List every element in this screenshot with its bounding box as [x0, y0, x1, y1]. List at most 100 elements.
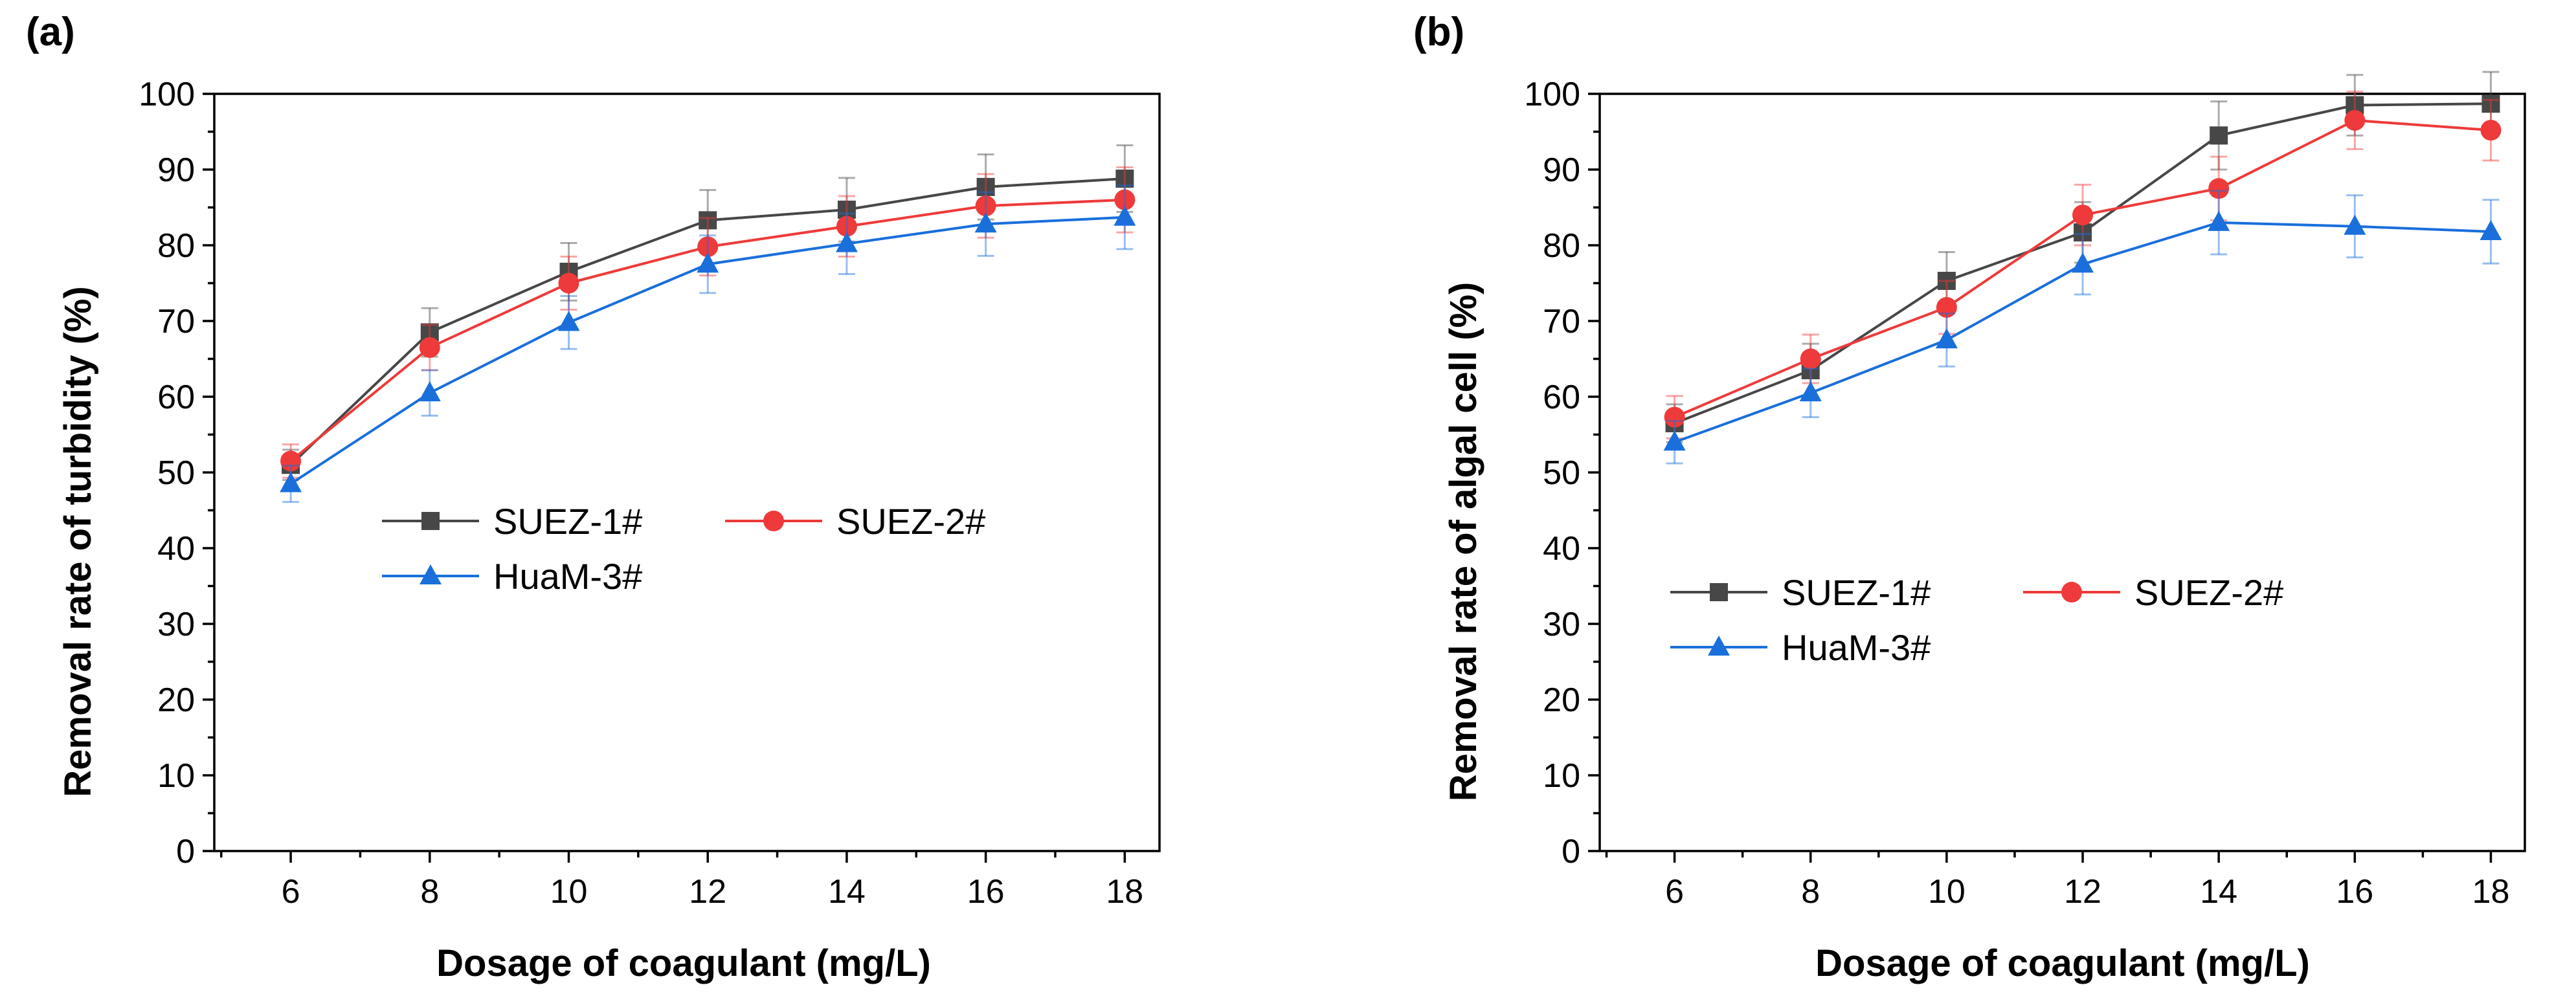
- y-tick-label-b: 40: [1543, 530, 1580, 568]
- x-tick-label-a: 10: [550, 873, 588, 911]
- data-point: [2480, 219, 2502, 240]
- legend-marker: [1710, 583, 1728, 601]
- legend-entry: SUEZ-1#: [382, 501, 642, 542]
- legend-marker: [2061, 582, 2082, 603]
- y-tick-label-a: 100: [139, 76, 195, 113]
- y-tick-label-a: 60: [157, 379, 195, 416]
- panel-label-b: (b): [1413, 10, 1464, 54]
- data-point: [976, 177, 995, 196]
- y-tick-label-b: 90: [1543, 151, 1580, 189]
- data-point: [699, 211, 717, 230]
- y-tick-label-a: 20: [157, 681, 195, 719]
- y-tick-label-b: 30: [1543, 606, 1580, 643]
- y-tick-label-b: 70: [1543, 303, 1580, 340]
- legend-entry: SUEZ-2#: [725, 501, 985, 542]
- legend-a: SUEZ-1# SUEZ-2# HuaM-3#: [382, 501, 985, 597]
- series-SUEZ-2#: [1664, 90, 2502, 439]
- data-point: [1115, 170, 1134, 188]
- data-point: [1663, 430, 1686, 451]
- y-tick-label-a: 50: [157, 454, 195, 492]
- data-point: [1664, 406, 1685, 428]
- legend-entry: SUEZ-2#: [2023, 572, 2283, 613]
- x-tick-label-b: 12: [2064, 873, 2101, 911]
- y-tick-label-b: 100: [1524, 76, 1580, 113]
- data-point: [1935, 328, 1958, 349]
- data-point: [2344, 214, 2366, 235]
- x-tick-label-b: 14: [2200, 873, 2237, 911]
- legend-label: HuaM-3#: [1782, 627, 1931, 668]
- legend-label: HuaM-3#: [493, 556, 642, 597]
- y-axis-title-a: Removal rate of turbidity (%): [57, 286, 99, 797]
- plot-area-b: 0 10 20 30 40 50 60 70 80 90 100 6 8 10 12 14 16 18 SUEZ-1…: [1524, 71, 2526, 911]
- data-point: [2074, 223, 2092, 242]
- series-SUEZ-2#: [280, 166, 1136, 479]
- data-point: [1114, 205, 1136, 226]
- y-tick-label-b: 10: [1543, 757, 1580, 795]
- y-tick-label-a: 40: [157, 530, 195, 568]
- x-axis-title-a: Dosage of coagulant (mg/L): [436, 942, 931, 984]
- data-point: [280, 472, 302, 492]
- data-point: [975, 195, 996, 217]
- y-tick-label-a: 0: [176, 833, 195, 870]
- data-point: [558, 272, 579, 294]
- data-point: [2072, 252, 2094, 273]
- y-tick-label-b: 60: [1543, 379, 1580, 416]
- data-point: [1114, 189, 1136, 210]
- series-HuaM-3#: [1663, 190, 2502, 465]
- x-tick-label-b: 6: [1665, 873, 1684, 911]
- data-point: [836, 216, 857, 237]
- x-tick-label-a: 14: [828, 873, 866, 911]
- data-point: [974, 212, 997, 233]
- data-point: [1936, 296, 1957, 318]
- data-point: [1799, 381, 1822, 402]
- y-tick-label-b: 20: [1543, 681, 1580, 719]
- legend-marker: [763, 511, 784, 531]
- data-point: [2344, 109, 2366, 131]
- legend-entry: HuaM-3#: [1670, 627, 1931, 668]
- x-tick-label-b: 16: [2336, 873, 2373, 911]
- legend-marker: [420, 564, 442, 584]
- legend-label: SUEZ-2#: [836, 501, 985, 542]
- data-point: [697, 252, 719, 273]
- plot-frame-a: [213, 93, 1161, 852]
- data-point: [2481, 94, 2500, 113]
- data-point: [419, 337, 440, 358]
- data-point: [418, 381, 441, 402]
- data-point: [2208, 210, 2230, 231]
- data-point: [2208, 178, 2230, 199]
- y-tick-label-a: 80: [157, 227, 195, 265]
- panel-label-a: (a): [26, 10, 75, 54]
- x-tick-label-b: 18: [2472, 873, 2510, 911]
- legend-label: SUEZ-1#: [1782, 572, 1931, 613]
- legend-entry: HuaM-3#: [382, 556, 642, 597]
- legend-marker: [421, 512, 440, 530]
- series-SUEZ-1#: [282, 144, 1134, 481]
- legend-marker: [1708, 636, 1730, 656]
- y-tick-label-a: 70: [157, 303, 195, 340]
- x-tick-label-a: 16: [967, 873, 1005, 911]
- plot-frame-b: [1598, 93, 2526, 852]
- legend-b: SUEZ-1# SUEZ-2# HuaM-3#: [1670, 572, 2283, 668]
- y-tick-label-a: 10: [157, 757, 195, 795]
- y-axis-title-b: Removal rate of algal cell (%): [1442, 282, 1484, 802]
- legend-label: SUEZ-1#: [493, 501, 642, 542]
- y-tick-label-b: 80: [1543, 227, 1580, 265]
- data-point: [2480, 120, 2502, 141]
- data-point: [2210, 126, 2228, 145]
- legend-entry: SUEZ-1#: [1670, 572, 1931, 613]
- data-point: [837, 201, 856, 219]
- x-tick-label-a: 8: [420, 873, 439, 911]
- data-point: [1937, 271, 1956, 290]
- data-point: [2072, 205, 2094, 226]
- x-tick-label-a: 6: [282, 873, 300, 911]
- data-point: [835, 232, 858, 252]
- data-point: [1800, 348, 1821, 370]
- x-axis-title-b: Dosage of coagulant (mg/L): [1815, 942, 2310, 984]
- data-point: [280, 450, 302, 472]
- x-tick-label-b: 8: [1801, 873, 1820, 911]
- y-tick-label-b: 50: [1543, 454, 1580, 492]
- x-tick-label-b: 10: [1928, 873, 1966, 911]
- data-point: [557, 311, 580, 331]
- x-tick-label-a: 18: [1106, 873, 1143, 911]
